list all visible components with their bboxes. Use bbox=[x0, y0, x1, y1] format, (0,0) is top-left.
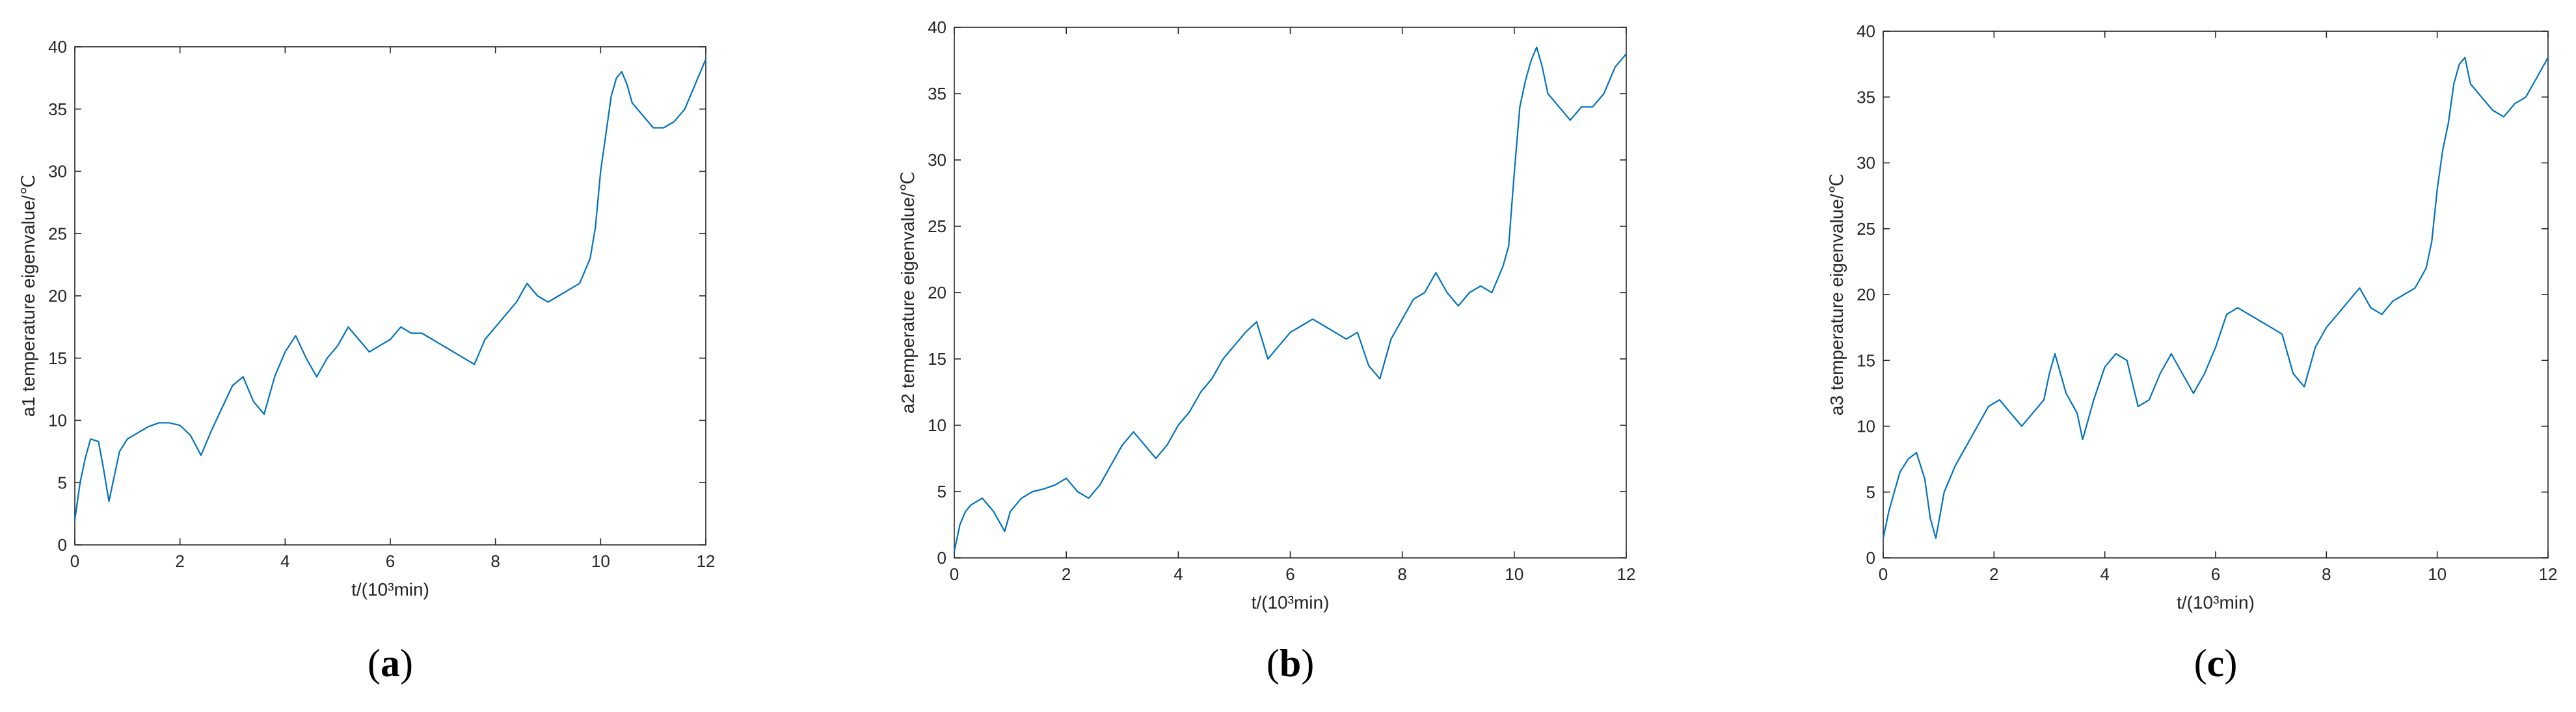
y-tick-label: 25 bbox=[928, 217, 946, 236]
panel-letter: b bbox=[1280, 642, 1301, 685]
x-tick-label: 10 bbox=[2428, 564, 2447, 584]
x-tick-label: 6 bbox=[386, 551, 395, 571]
y-tick-label: 20 bbox=[1857, 285, 1875, 304]
y-tick-label: 15 bbox=[1857, 350, 1875, 370]
y-tick-label: 25 bbox=[1857, 219, 1875, 239]
panel-label: (c) bbox=[2194, 642, 2238, 685]
y-tick-label: 10 bbox=[48, 411, 67, 430]
x-tick-label: 10 bbox=[1505, 564, 1523, 584]
y-tick-label: 10 bbox=[1857, 417, 1875, 436]
x-tick-label: 0 bbox=[1879, 564, 1888, 584]
series-line bbox=[953, 46, 1627, 552]
y-tick-label: 40 bbox=[928, 18, 946, 37]
y-tick-label: 30 bbox=[1857, 153, 1875, 173]
x-tick-label: 2 bbox=[175, 551, 184, 571]
panel-letter: c bbox=[2207, 642, 2225, 685]
chart-panel-a: 0 2 4 6 8 10 12 0 5 10 15 20 25 30 35 40 t/(10³min) a1 te… bbox=[18, 37, 715, 685]
y-tick-label: 35 bbox=[1857, 87, 1875, 107]
y-tick-label: 0 bbox=[1866, 548, 1875, 568]
y-tick-label: 40 bbox=[48, 37, 67, 57]
x-tick-label: 12 bbox=[1617, 564, 1636, 584]
x-tick-label: 12 bbox=[697, 551, 716, 571]
x-tick-label: 0 bbox=[950, 564, 959, 584]
x-tick-label: 8 bbox=[1397, 564, 1406, 584]
x-tick-label: 6 bbox=[1285, 564, 1295, 584]
y-tick-label: 40 bbox=[1857, 21, 1875, 41]
y-tick-label: 20 bbox=[928, 283, 946, 302]
y-tick-label: 0 bbox=[937, 548, 946, 568]
y-tick-label: 15 bbox=[928, 349, 946, 369]
panel-label: (a) bbox=[368, 642, 413, 685]
panel-letter: a bbox=[381, 642, 400, 685]
x-axis-label: t/(10³min) bbox=[1252, 592, 1330, 613]
x-tick-label: 0 bbox=[70, 551, 79, 571]
y-tick-label: 30 bbox=[48, 162, 67, 181]
y-tick-label: 5 bbox=[58, 473, 67, 492]
x-tick-label: 4 bbox=[2100, 564, 2109, 584]
y-axis-label: a2 temperature eigenvalue/℃ bbox=[898, 172, 918, 414]
y-tick-label: 10 bbox=[928, 415, 946, 435]
x-tick-label: 6 bbox=[2211, 564, 2220, 584]
plot-frame bbox=[954, 27, 1627, 559]
x-axis-label: t/(10³min) bbox=[2177, 592, 2255, 613]
x-axis-label: t/(10³min) bbox=[351, 579, 429, 600]
y-tick-label: 15 bbox=[48, 349, 67, 368]
panel-label: (b) bbox=[1267, 642, 1314, 685]
y-tick-label: 5 bbox=[1866, 482, 1875, 502]
x-tick-label: 8 bbox=[2322, 564, 2331, 584]
y-axis-label: a3 temperature eigenvalue/℃ bbox=[1827, 174, 1847, 415]
y-tick-label: 25 bbox=[48, 224, 67, 243]
chart-panel-b: 0 2 4 6 8 10 12 0 5 10 15 20 25 30 35 40 t/(10³min) a2 te… bbox=[898, 18, 1635, 685]
plot-frame bbox=[1883, 31, 2549, 559]
x-tick-label: 12 bbox=[2539, 564, 2558, 584]
y-tick-label: 20 bbox=[48, 286, 67, 306]
y-axis-label: a1 temperature eigenvalue/℃ bbox=[18, 175, 38, 417]
y-tick-label: 0 bbox=[58, 535, 67, 555]
series-line bbox=[74, 59, 707, 520]
y-tick-label: 35 bbox=[48, 99, 67, 119]
x-tick-label: 4 bbox=[280, 551, 289, 571]
y-tick-label: 5 bbox=[937, 482, 946, 501]
x-tick-label: 2 bbox=[1062, 564, 1071, 584]
y-tick-label: 30 bbox=[928, 150, 946, 170]
chart-panel-c: 0 2 4 6 8 10 12 0 5 10 15 20 25 30 35 40 t/(10³min) a3 te… bbox=[1827, 21, 2557, 685]
series-line bbox=[1882, 57, 2549, 539]
y-tick-label: 35 bbox=[928, 84, 946, 103]
x-tick-label: 10 bbox=[591, 551, 610, 571]
x-tick-label: 4 bbox=[1174, 564, 1183, 584]
x-tick-label: 8 bbox=[490, 551, 500, 571]
x-tick-label: 2 bbox=[1989, 564, 1998, 584]
plot-frame bbox=[74, 46, 706, 546]
